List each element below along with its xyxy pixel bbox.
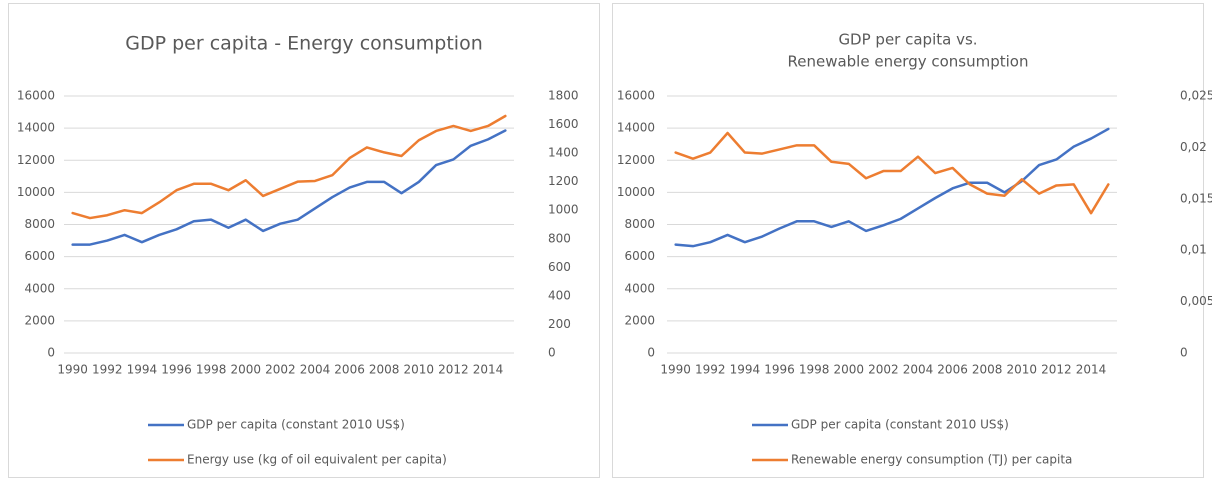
x-tick-label: 2008 xyxy=(369,363,400,377)
x-tick-label: 2012 xyxy=(1041,363,1072,377)
x-tick-label: 1990 xyxy=(57,363,88,377)
x-tick-label: 1996 xyxy=(161,363,192,377)
y2-tick-label: 1600 xyxy=(548,117,579,131)
x-tick-label: 1998 xyxy=(799,363,830,377)
chart-frame xyxy=(8,3,600,478)
legend-label: Renewable energy consumption (TJ) per ca… xyxy=(791,453,1072,467)
y2-tick-label: 200 xyxy=(548,317,571,331)
x-tick-label: 2006 xyxy=(937,363,968,377)
y-tick-label: 12000 xyxy=(17,153,55,167)
y-tick-label: 14000 xyxy=(17,121,55,135)
chart-frame xyxy=(612,3,1204,478)
series-line xyxy=(674,127,1110,248)
x-tick-label: 1994 xyxy=(730,363,761,377)
y2-tick-label: 1200 xyxy=(548,174,579,188)
y-tick-label: 2000 xyxy=(624,313,655,327)
x-tick-label: 2014 xyxy=(473,363,504,377)
chart-title: Renewable energy consumption xyxy=(787,53,1028,71)
y2-tick-label: 0 xyxy=(548,346,556,360)
y2-tick-label: 0,005 xyxy=(1180,294,1212,308)
y2-tick-label: 0,025 xyxy=(1180,89,1212,103)
series-line xyxy=(71,129,507,246)
y2-tick-label: 0 xyxy=(1180,346,1188,360)
y2-tick-label: 0,02 xyxy=(1180,140,1207,154)
y2-tick-label: 600 xyxy=(548,260,571,274)
y-tick-label: 4000 xyxy=(624,281,655,295)
x-tick-label: 2010 xyxy=(1007,363,1038,377)
y2-tick-label: 1400 xyxy=(548,146,579,160)
legend-label: GDP per capita (constant 2010 US$) xyxy=(187,418,405,432)
y2-tick-label: 0,015 xyxy=(1180,191,1212,205)
y-tick-label: 14000 xyxy=(617,121,655,135)
series-line xyxy=(71,114,507,220)
y2-tick-label: 800 xyxy=(548,231,571,245)
chart-title: GDP per capita vs. xyxy=(838,31,977,49)
x-tick-label: 2006 xyxy=(334,363,365,377)
x-tick-label: 2000 xyxy=(833,363,864,377)
series-line xyxy=(674,131,1110,215)
y-tick-label: 16000 xyxy=(617,89,655,103)
x-tick-label: 1994 xyxy=(127,363,158,377)
x-tick-label: 1990 xyxy=(660,363,691,377)
y-tick-label: 0 xyxy=(647,346,655,360)
y2-tick-label: 1000 xyxy=(548,203,579,217)
y-tick-label: 10000 xyxy=(17,185,55,199)
x-tick-label: 2002 xyxy=(868,363,899,377)
y-tick-label: 2000 xyxy=(24,313,55,327)
y-tick-label: 8000 xyxy=(624,217,655,231)
legend-label: Energy use (kg of oil equivalent per cap… xyxy=(187,453,447,467)
y2-tick-label: 0,01 xyxy=(1180,243,1207,257)
legend-label: GDP per capita (constant 2010 US$) xyxy=(791,418,1009,432)
x-tick-label: 2000 xyxy=(230,363,261,377)
y2-tick-label: 1800 xyxy=(548,89,579,103)
x-tick-label: 1992 xyxy=(695,363,726,377)
y-tick-label: 16000 xyxy=(17,89,55,103)
x-tick-label: 2012 xyxy=(438,363,469,377)
x-tick-label: 2010 xyxy=(404,363,435,377)
chart-title: GDP per capita - Energy consumption xyxy=(125,33,482,55)
x-tick-label: 2014 xyxy=(1076,363,1107,377)
x-tick-label: 2004 xyxy=(903,363,934,377)
x-tick-label: 1992 xyxy=(92,363,123,377)
y-tick-label: 12000 xyxy=(617,153,655,167)
y-tick-label: 6000 xyxy=(624,249,655,263)
x-tick-label: 1996 xyxy=(764,363,795,377)
x-tick-label: 2002 xyxy=(265,363,296,377)
y-tick-label: 0 xyxy=(47,346,55,360)
x-tick-label: 2004 xyxy=(300,363,331,377)
x-tick-label: 1998 xyxy=(196,363,227,377)
y-tick-label: 10000 xyxy=(617,185,655,199)
y-tick-label: 8000 xyxy=(24,217,55,231)
y-tick-label: 6000 xyxy=(24,249,55,263)
y-tick-label: 4000 xyxy=(24,281,55,295)
y2-tick-label: 400 xyxy=(548,288,571,302)
x-tick-label: 2008 xyxy=(972,363,1003,377)
